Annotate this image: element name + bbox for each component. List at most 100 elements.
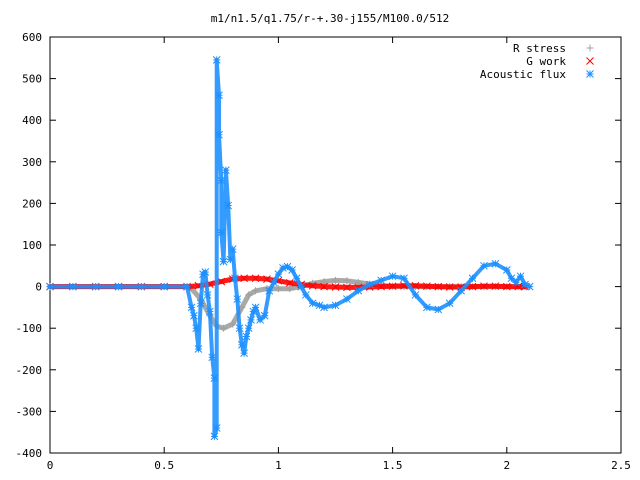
series-layer (46, 56, 534, 441)
data-point (377, 282, 386, 291)
data-point (269, 278, 278, 287)
data-point (235, 324, 244, 333)
data-point (208, 353, 217, 362)
data-point (331, 283, 340, 291)
data-point (201, 268, 210, 276)
data-point (220, 324, 228, 332)
data-point (377, 276, 386, 285)
data-point (332, 276, 339, 284)
data-point (365, 280, 374, 289)
data-point (320, 278, 328, 286)
legend-marker (586, 44, 594, 52)
data-point (206, 307, 214, 316)
data-point (457, 286, 465, 295)
data-point (274, 270, 283, 278)
data-point (320, 303, 328, 312)
legend-marker (586, 70, 594, 78)
y-tick-label: 0 (35, 281, 42, 294)
plot-frame (49, 36, 622, 454)
data-point (212, 424, 221, 432)
y-tick-label: -300 (16, 405, 43, 418)
data-point (525, 282, 534, 291)
data-point (343, 295, 351, 303)
data-point (215, 91, 223, 100)
data-point (285, 279, 294, 287)
y-tick-label: -100 (16, 322, 43, 335)
data-point (491, 282, 500, 291)
data-point (320, 282, 328, 291)
data-point (279, 264, 287, 272)
data-point (468, 274, 477, 283)
x-tick-label: 0.5 (154, 459, 174, 472)
x-tick-label: 1 (275, 459, 282, 472)
y-tick-label: -400 (16, 447, 43, 460)
data-point (210, 374, 219, 382)
data-point (137, 282, 146, 291)
data-point (411, 291, 420, 299)
data-point (516, 272, 525, 281)
data-point (263, 275, 271, 283)
data-point (434, 282, 443, 291)
data-point (308, 281, 317, 290)
data-point (192, 324, 201, 333)
data-point (308, 299, 317, 308)
data-point (219, 257, 228, 266)
data-point (91, 282, 100, 291)
data-point (260, 311, 269, 320)
y-tick-label: 400 (22, 114, 42, 127)
data-point (203, 291, 212, 299)
data-point (114, 282, 123, 291)
data-point (212, 56, 221, 64)
data-point (240, 349, 248, 358)
legend-label: R stress (513, 42, 566, 55)
data-point (68, 282, 77, 291)
data-point (226, 255, 235, 264)
data-point (228, 245, 237, 254)
x-tick-label: 1.5 (383, 459, 403, 472)
data-point (480, 261, 488, 270)
data-point (247, 316, 255, 324)
data-point (222, 166, 230, 174)
data-point (445, 283, 454, 291)
y-tick-label: 500 (22, 73, 42, 86)
series-acoustic-flux (46, 56, 534, 441)
data-point (502, 266, 511, 274)
data-point (224, 201, 233, 210)
x-axis: 0 0.5 1 1.5 2 2.5 (47, 37, 631, 472)
x-tick-label: 2 (503, 459, 510, 472)
chart-title: m1/n1.5/q1.75/r-+.30-j155/M100.0/512 (211, 12, 449, 25)
data-point (331, 301, 340, 310)
data-point (210, 432, 219, 441)
x-tick-label: 0 (47, 459, 54, 472)
data-point (251, 303, 260, 312)
data-point (354, 286, 363, 295)
y-tick-label: -200 (16, 364, 43, 377)
data-point (238, 340, 246, 349)
data-point (434, 305, 443, 314)
data-point (343, 277, 351, 285)
y-tick-label: 200 (22, 197, 42, 210)
data-point (468, 282, 477, 291)
data-point (233, 295, 242, 303)
data-point (274, 285, 282, 293)
data-point (242, 332, 251, 341)
series-band (48, 57, 532, 439)
x-tick-label: 2.5 (611, 459, 631, 472)
data-point (265, 286, 274, 295)
data-point (283, 262, 292, 271)
data-point (252, 287, 260, 295)
data-point (240, 274, 248, 283)
legend-label: Acoustic flux (480, 68, 566, 81)
data-point (400, 274, 408, 283)
data-point (194, 345, 203, 353)
data-point (297, 282, 306, 291)
y-tick-label: 100 (22, 239, 42, 252)
data-point (251, 274, 260, 283)
data-point (512, 278, 520, 287)
data-point (231, 274, 239, 283)
data-point (229, 320, 237, 328)
data-point (354, 278, 362, 286)
data-point (480, 282, 488, 291)
